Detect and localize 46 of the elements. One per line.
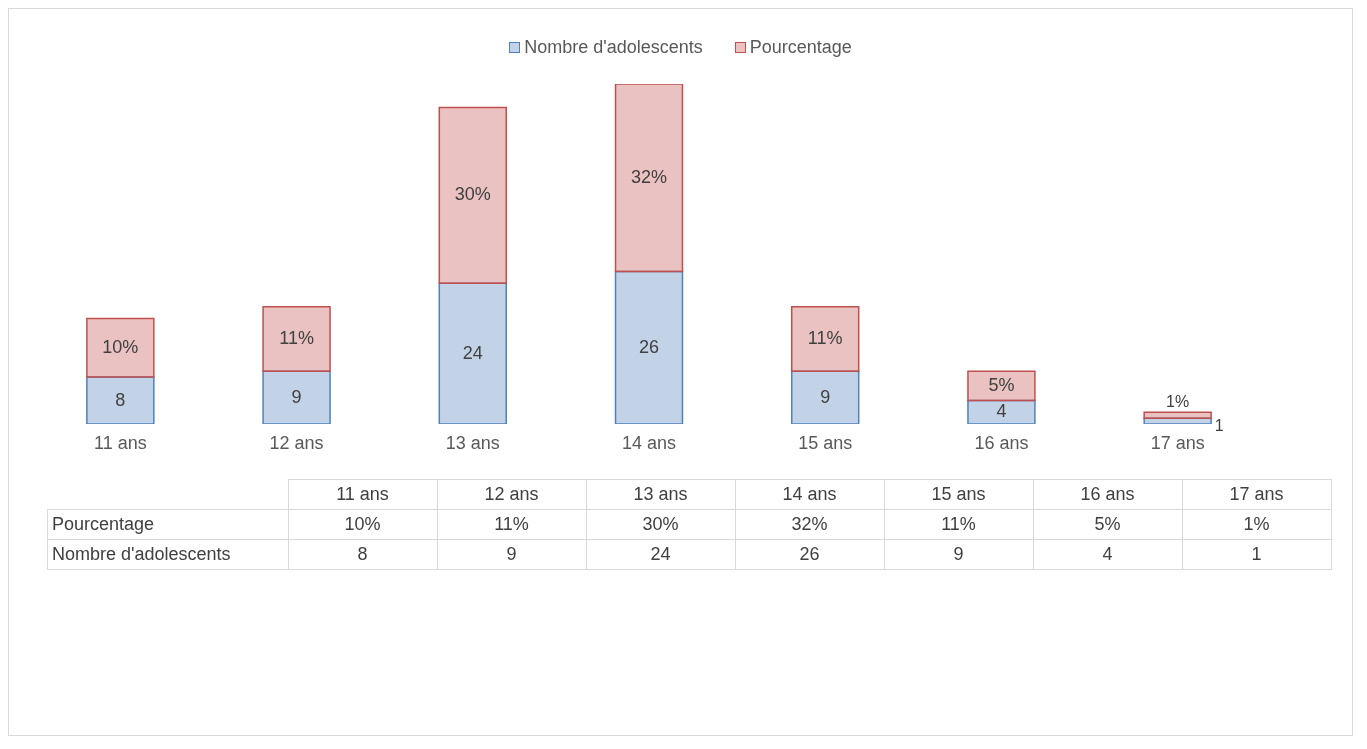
text: 9: [953, 544, 964, 564]
text: 24: [650, 544, 671, 564]
text: 8: [357, 544, 368, 564]
category-label: 13 ans: [633, 484, 688, 504]
text: 1: [1251, 544, 1262, 564]
category-label: 17 ans: [1229, 484, 1284, 504]
x-tick-label: 12 ans: [269, 432, 324, 453]
data-label: 10%: [102, 336, 139, 357]
text: 26: [799, 544, 820, 564]
x-tick-label: 13 ans: [445, 432, 500, 453]
x-tick-label: 17 ans: [1150, 432, 1205, 453]
category-label: 15 ans: [931, 484, 986, 504]
data-label: 1: [1214, 417, 1224, 435]
data-label: 26: [638, 336, 660, 357]
text: 32%: [791, 514, 828, 534]
data-label: 5%: [988, 374, 1015, 395]
data-label: 4: [996, 401, 1007, 422]
text: Pourcentage: [52, 514, 155, 534]
x-tick-label: 15 ans: [798, 432, 853, 453]
category-label: 12 ans: [484, 484, 539, 504]
data-label: 11%: [279, 328, 314, 348]
data-label: 32%: [630, 166, 668, 187]
data-label: 9: [291, 386, 302, 407]
data-label: 30%: [454, 184, 491, 205]
data-label: 9: [820, 386, 831, 407]
data-label: 1%: [1166, 393, 1190, 411]
x-tick-label: 14 ans: [621, 432, 677, 453]
x-tick-label: 16 ans: [974, 432, 1029, 453]
text: 4: [1102, 544, 1113, 564]
text: 5%: [1094, 514, 1121, 534]
legend-label: Nombre d'adolescents: [523, 37, 703, 57]
data-label: 8: [115, 389, 126, 410]
data-label: 11%: [807, 328, 843, 348]
category-label: 14 ans: [782, 484, 837, 504]
text: 30%: [642, 514, 679, 534]
legend-label: Pourcentage: [748, 37, 852, 57]
data-label: 24: [462, 342, 483, 363]
text: 11%: [941, 514, 976, 534]
text: 11%: [494, 514, 529, 534]
category-label: 16 ans: [1080, 484, 1135, 504]
text: 10%: [344, 514, 381, 534]
x-tick-label: 11 ans: [93, 432, 147, 453]
text: Nombre d'adolescents: [52, 544, 231, 564]
category-label: 11 ans: [336, 484, 389, 504]
text: 9: [506, 544, 517, 564]
text: 1%: [1243, 514, 1270, 534]
